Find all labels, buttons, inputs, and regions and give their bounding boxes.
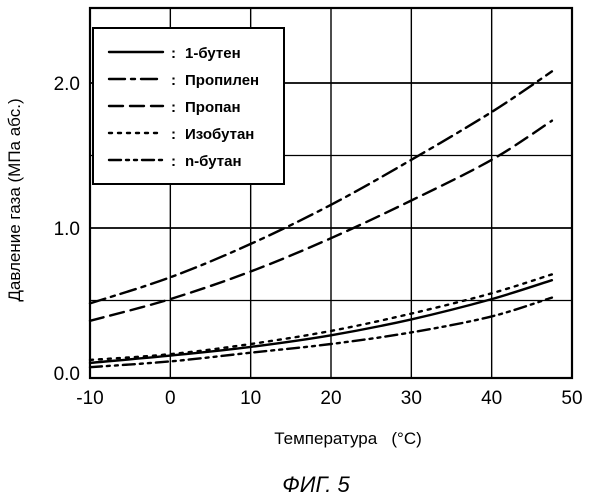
legend-entry: 1-бутен [185, 45, 241, 62]
y-tick-label: 2.0 [54, 74, 80, 95]
legend-entry: Пропилен [185, 72, 259, 89]
legend-separator: : [171, 126, 176, 143]
x-tick-label: 10 [240, 388, 261, 409]
legend-separator: : [171, 99, 176, 116]
series-line-1 [90, 280, 552, 363]
x-tick-label: 0 [165, 388, 176, 409]
y-axis-label: Давление газа (МПа абс.) [5, 98, 24, 301]
legend: :1-бутен:Пропилен:Пропан:Изобутан:n-бута… [93, 28, 284, 184]
legend-entry: Изобутан [185, 126, 254, 143]
legend-separator: : [171, 153, 176, 170]
x-tick-label: 50 [561, 388, 582, 409]
x-tick-label: -10 [76, 388, 103, 409]
x-tick-label: 20 [320, 388, 341, 409]
x-tick-label: 30 [401, 388, 422, 409]
y-tick-label: 1.0 [54, 219, 80, 240]
figure-caption: ФИГ. 5 [282, 472, 350, 497]
legend-entry: n-бутан [185, 153, 242, 170]
y-tick-label: 0.0 [54, 364, 80, 385]
series-line-4 [90, 274, 552, 360]
x-tick-label: 40 [481, 388, 502, 409]
legend-separator: : [171, 45, 176, 62]
x-axis-label: Температура (°C) [274, 429, 422, 448]
legend-separator: : [171, 72, 176, 89]
legend-entry: Пропан [185, 99, 241, 116]
